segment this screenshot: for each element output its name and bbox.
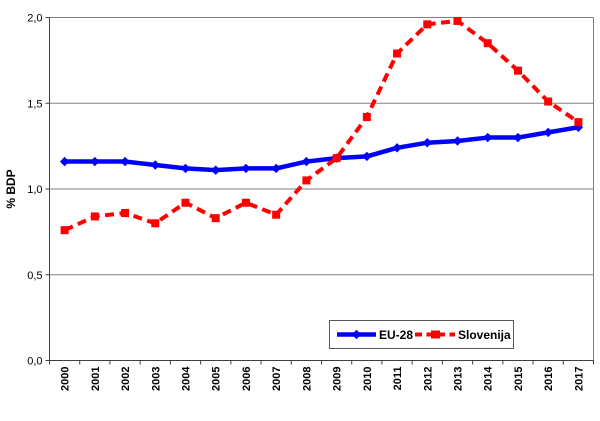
x-tick-label: 2007: [271, 367, 283, 391]
x-tick-label: 2011: [392, 367, 404, 391]
x-tick-label: 2017: [573, 367, 585, 391]
data-point-marker: [332, 154, 341, 163]
data-point-marker: [271, 163, 281, 174]
x-tick-label: 2015: [513, 367, 525, 391]
y-axis-title: % BDP: [4, 169, 18, 208]
data-point-marker: [543, 127, 553, 138]
x-tick-label: 2009: [332, 367, 344, 391]
x-tick-label: 2010: [362, 367, 374, 391]
legend-diamond-marker-icon: [351, 329, 362, 340]
data-point-marker: [150, 160, 160, 170]
data-point-marker: [513, 66, 522, 75]
series-line-eu-28: [64, 125, 579, 173]
data-point-marker: [301, 156, 312, 167]
data-point-marker: [452, 136, 463, 146]
x-tick-label: 2003: [150, 367, 162, 391]
data-point-marker: [393, 49, 402, 58]
data-point-marker: [151, 219, 160, 228]
data-point-marker: [362, 151, 372, 162]
data-point-marker: [272, 210, 281, 219]
data-point-marker: [241, 163, 251, 174]
x-tick-label: 2006: [241, 367, 253, 391]
data-point-marker: [513, 132, 523, 143]
data-point-marker: [453, 16, 462, 25]
data-point-marker: [483, 39, 492, 48]
data-point-marker: [544, 97, 553, 106]
x-tick-label: 2014: [483, 366, 495, 391]
data-point-marker: [211, 214, 220, 223]
data-point-marker: [483, 132, 493, 143]
y-tick-label: 1,5: [27, 98, 42, 110]
data-point-marker: [121, 209, 130, 218]
data-point-marker: [90, 212, 99, 221]
legend-square-marker-icon: [431, 330, 440, 339]
y-tick-label: 2,0: [27, 13, 42, 25]
y-tick-label: 1,0: [27, 184, 42, 196]
plot-area: 0,0 0,5 1,0 1,5 2,0 2000 2001 2002 2003 2004 2005 2…: [27, 13, 594, 391]
y-tick-label: 0,5: [27, 270, 42, 282]
x-tick-label: 2004: [181, 366, 193, 391]
x-tick-label: 2016: [543, 367, 555, 391]
data-point-marker: [423, 20, 432, 29]
series-line-slovenija: [63, 18, 580, 232]
x-tick-label: 2000: [60, 367, 72, 391]
legend-label-eu28: EU-28: [379, 328, 413, 342]
data-point-marker: [211, 165, 221, 175]
x-tick-label: 2001: [90, 367, 102, 391]
x-tick-label: 2008: [301, 367, 313, 391]
legend-label-slovenija: Slovenija: [458, 328, 511, 342]
x-tick-label: 2002: [120, 367, 132, 391]
legend-item-eu28: EU-28: [337, 328, 413, 342]
data-point-marker: [59, 156, 70, 167]
x-tick-label: 2013: [453, 367, 465, 391]
legend-item-slovenija: Slovenija: [415, 328, 511, 342]
data-point-marker: [392, 143, 402, 153]
data-point-marker: [302, 176, 311, 185]
x-tick-label: 2012: [422, 367, 434, 391]
data-point-marker: [181, 198, 190, 207]
data-point-marker: [60, 226, 69, 235]
y-tick-label: 0,0: [27, 356, 42, 368]
data-point-marker: [574, 118, 583, 127]
data-point-marker: [422, 137, 432, 148]
data-point-marker: [180, 163, 191, 174]
legend: EU-28 Slovenija: [329, 320, 514, 349]
data-point-marker: [90, 156, 100, 167]
data-point-marker: [362, 112, 371, 121]
data-point-marker: [241, 198, 250, 207]
data-point-marker: [120, 156, 130, 167]
x-tick-label: 2005: [211, 367, 223, 391]
